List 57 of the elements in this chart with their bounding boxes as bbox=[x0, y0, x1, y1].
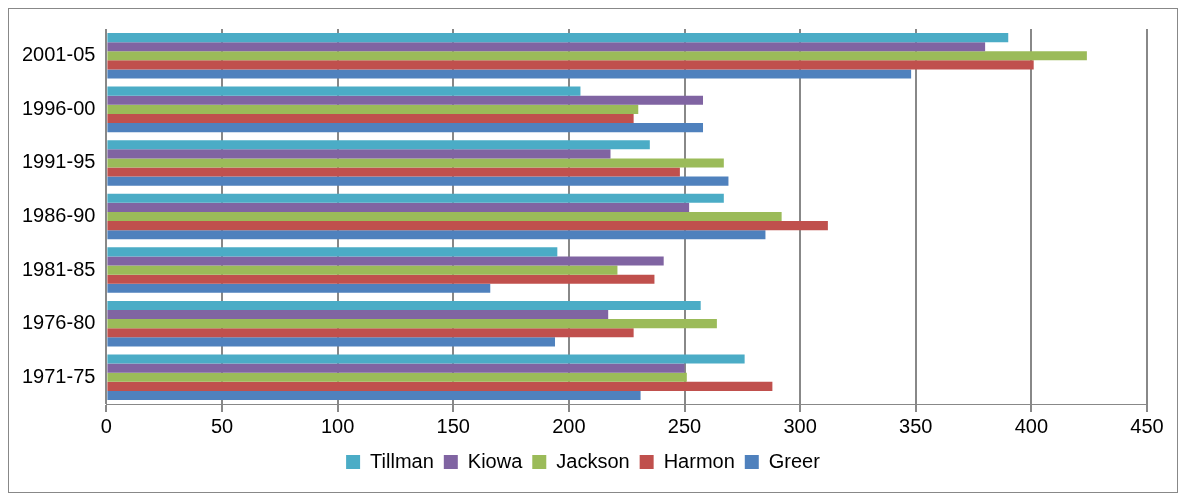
bar bbox=[107, 354, 745, 364]
x-tick-label: 400 bbox=[1014, 414, 1049, 437]
bar bbox=[107, 69, 912, 79]
x-tick-label: 100 bbox=[320, 414, 355, 437]
legend-label: Kiowa bbox=[467, 449, 524, 472]
x-tick-label: 0 bbox=[100, 414, 112, 437]
bar bbox=[107, 265, 618, 275]
y-tick-label: 2001-05 bbox=[21, 43, 96, 66]
x-tick-label: 200 bbox=[552, 414, 586, 437]
bar bbox=[107, 140, 650, 150]
bar bbox=[107, 104, 639, 114]
bar bbox=[107, 167, 680, 177]
bar bbox=[107, 113, 634, 124]
bar bbox=[107, 149, 611, 159]
legend-label: Greer bbox=[768, 449, 821, 472]
legend-label: Harmon bbox=[663, 449, 735, 472]
bar bbox=[107, 33, 1009, 43]
bar bbox=[107, 300, 701, 310]
x-tick-label: 250 bbox=[667, 414, 702, 437]
bar bbox=[107, 95, 704, 105]
bar bbox=[107, 247, 558, 257]
bar bbox=[107, 390, 641, 400]
bar bbox=[107, 230, 766, 240]
bar bbox=[107, 256, 664, 266]
bar bbox=[107, 176, 729, 186]
bar bbox=[107, 158, 724, 168]
bar bbox=[107, 372, 687, 382]
x-tick-label: 150 bbox=[436, 414, 470, 437]
bar bbox=[107, 42, 986, 52]
y-tick-label: 1991-95 bbox=[21, 150, 96, 173]
bar bbox=[107, 319, 717, 329]
legend-label: Jackson bbox=[556, 449, 630, 472]
y-tick-label: 1996-00 bbox=[21, 96, 96, 119]
bar bbox=[107, 51, 1087, 61]
bar bbox=[107, 363, 685, 373]
bar bbox=[107, 283, 491, 293]
bar bbox=[107, 328, 634, 338]
bar bbox=[107, 221, 828, 231]
y-tick-label: 1976-80 bbox=[21, 311, 96, 334]
bar bbox=[107, 202, 690, 212]
y-tick-label: 1986-90 bbox=[21, 204, 96, 227]
bar bbox=[107, 60, 1034, 70]
bar bbox=[107, 381, 773, 391]
x-tick-label: 350 bbox=[899, 414, 933, 437]
x-tick-label: 300 bbox=[783, 414, 817, 437]
y-tick-label: 1971-75 bbox=[21, 364, 96, 387]
x-tick-label: 450 bbox=[1130, 414, 1164, 437]
bar bbox=[107, 193, 724, 203]
x-tick-label: 50 bbox=[210, 414, 234, 437]
bar bbox=[107, 123, 704, 133]
bar bbox=[107, 309, 609, 320]
bar bbox=[107, 211, 782, 222]
bar bbox=[107, 274, 655, 284]
legend-label: Tillman bbox=[370, 449, 434, 472]
bar bbox=[107, 86, 581, 96]
y-tick-label: 1981-85 bbox=[21, 257, 96, 280]
bar bbox=[107, 337, 556, 347]
